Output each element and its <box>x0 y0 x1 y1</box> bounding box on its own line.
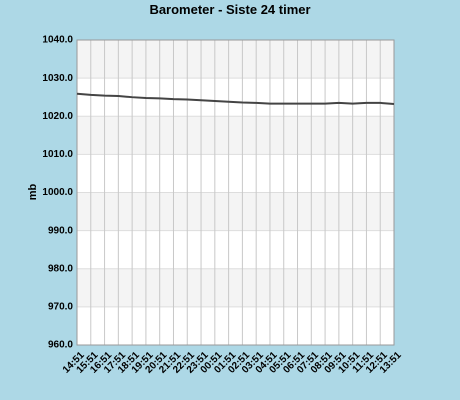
y-tick-label: 980.0 <box>48 263 73 274</box>
band <box>77 268 394 307</box>
plot-border <box>76 39 395 346</box>
chart-title: Barometer - Siste 24 timer <box>149 2 310 17</box>
y-tick-label: 1030.0 <box>42 73 73 84</box>
y-tick-label: 990.0 <box>48 225 73 236</box>
line <box>76 92 395 106</box>
band <box>77 40 394 79</box>
band <box>77 116 394 155</box>
band <box>77 192 394 231</box>
y-axis-label: mb <box>27 183 39 200</box>
y-tick-label: 970.0 <box>48 302 73 313</box>
y-tick-label: 1000.0 <box>42 187 73 198</box>
y-tick-label: 960.0 <box>48 340 73 351</box>
y-tick-label: 1020.0 <box>42 111 73 122</box>
y-tick-label: 1010.0 <box>42 149 73 160</box>
y-tick-label: 1040.0 <box>42 35 73 46</box>
